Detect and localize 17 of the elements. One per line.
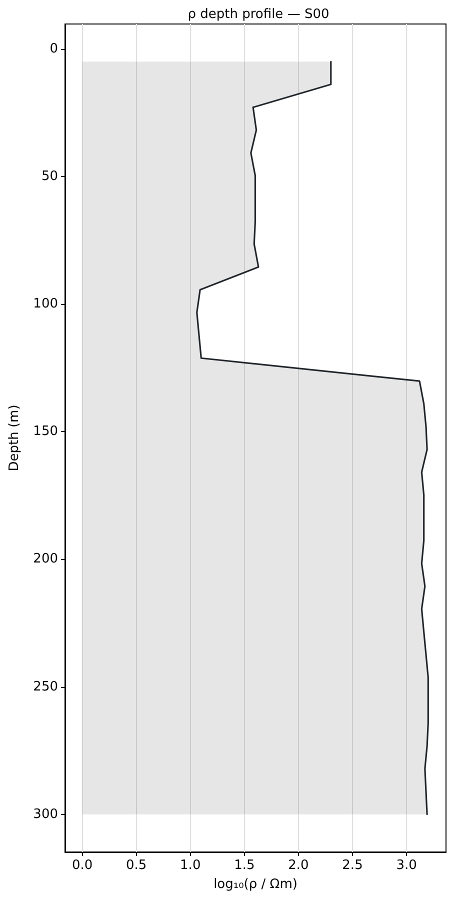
x-tick-label: 3.0 — [396, 858, 417, 873]
x-tick-label: 0.0 — [72, 858, 93, 873]
y-tick-label: 150 — [33, 424, 58, 440]
y-tick-label: 300 — [33, 806, 58, 822]
y-tick-label: 250 — [33, 679, 58, 694]
x-tick-label: 1.0 — [180, 858, 201, 873]
chart-title: ρ depth profile — S00 — [188, 7, 330, 22]
x-tick-label: 2.5 — [342, 858, 363, 873]
x-tick-label: 1.5 — [234, 858, 255, 873]
x-axis-title: log₁₀(ρ / Ωm) — [214, 877, 298, 892]
y-tick-label: 200 — [33, 552, 58, 567]
x-tick-label: 2.0 — [288, 858, 309, 873]
y-tick-label: 0 — [50, 41, 58, 56]
x-tick-label: 0.5 — [126, 858, 147, 873]
y-tick-label: 100 — [33, 296, 58, 312]
y-tick-label: 50 — [41, 168, 58, 184]
y-axis-title: Depth (m) — [7, 404, 22, 472]
